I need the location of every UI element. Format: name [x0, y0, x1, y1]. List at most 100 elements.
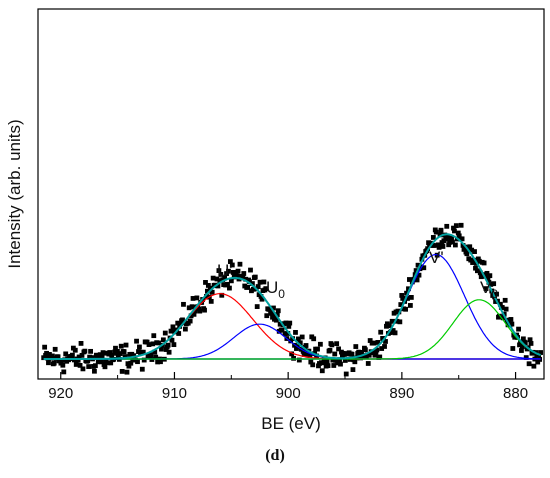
data-point: [243, 276, 249, 282]
data-point: [487, 273, 493, 279]
data-point: [469, 247, 475, 253]
data-point: [205, 288, 210, 294]
x-tick-label-880: 880: [503, 385, 528, 402]
data-point: [97, 352, 103, 358]
data-point: [159, 346, 164, 352]
data-point: [331, 363, 337, 368]
data-point: [227, 259, 233, 264]
data-point: [282, 331, 288, 336]
data-point: [325, 363, 331, 369]
data-point: [216, 268, 222, 273]
data-point: [359, 350, 364, 355]
data-point: [140, 349, 146, 355]
data-point: [502, 297, 508, 303]
data-point: [208, 298, 214, 304]
data-point: [378, 329, 384, 335]
data-point: [92, 368, 97, 374]
data-point: [491, 281, 497, 287]
data-point: [519, 348, 524, 353]
data-point: [488, 282, 494, 287]
data-point: [431, 243, 437, 248]
data-point: [452, 242, 458, 248]
data-point: [146, 342, 152, 347]
data-point: [85, 358, 91, 364]
data-point: [152, 349, 158, 355]
data-point: [215, 283, 221, 289]
data-point: [350, 367, 356, 373]
data-point: [217, 278, 223, 284]
annotation-v0: V0: [480, 278, 498, 301]
data-point: [374, 347, 380, 353]
data-point: [379, 346, 385, 351]
plot-frame: [37, 8, 545, 380]
data-point: [415, 262, 421, 268]
data-point: [535, 359, 541, 365]
data-point: [169, 337, 175, 343]
data-point: [252, 274, 258, 280]
data-point: [307, 353, 313, 358]
data-point: [367, 338, 373, 343]
data-point: [273, 317, 279, 323]
x-tick-label-910: 910: [162, 385, 187, 402]
data-point: [510, 346, 516, 351]
data-point: [301, 352, 307, 357]
data-point: [258, 294, 264, 299]
y-axis-label: Intensity (arb. units): [5, 119, 24, 268]
data-point: [295, 336, 301, 342]
data-point: [365, 361, 371, 366]
data-point: [485, 276, 491, 281]
data-point: [166, 349, 172, 355]
data-point: [168, 328, 174, 334]
data-point: [330, 357, 336, 363]
data-point: [464, 251, 470, 257]
data-point: [75, 357, 81, 363]
data-point: [452, 228, 457, 234]
data-point: [218, 272, 224, 277]
data-point: [371, 340, 377, 346]
data-point: [453, 223, 459, 229]
data-point: [88, 348, 93, 354]
data-point: [421, 265, 427, 271]
data-point: [397, 319, 403, 325]
data-point: [458, 222, 464, 228]
data-point: [137, 344, 142, 350]
data-point: [324, 359, 330, 365]
data-point: [241, 271, 247, 276]
data-point: [499, 305, 505, 310]
data-point: [320, 360, 326, 366]
data-point: [522, 340, 528, 346]
data-point: [178, 321, 183, 327]
data-point: [47, 352, 52, 357]
data-point: [481, 260, 487, 266]
data-point: [255, 284, 261, 289]
data-point: [382, 344, 387, 349]
data-point: [225, 281, 230, 287]
annotation-u0-main: U: [266, 278, 278, 297]
data-point: [99, 354, 105, 360]
data-point: [189, 304, 195, 310]
data-point: [476, 258, 482, 264]
data-point: [105, 360, 111, 366]
data-point: [383, 339, 388, 344]
data-point: [299, 334, 305, 340]
data-point: [76, 354, 82, 360]
data-point: [100, 350, 106, 356]
data-point: [125, 361, 131, 367]
data-point: [303, 343, 309, 348]
data-point: [275, 308, 281, 314]
data-point: [170, 324, 176, 330]
data-point: [119, 369, 125, 374]
data-point: [102, 364, 108, 370]
data-point: [293, 330, 298, 335]
data-point: [131, 353, 137, 359]
data-point: [468, 257, 474, 263]
data-point: [407, 303, 413, 308]
data-point: [108, 360, 114, 366]
data-point: [210, 275, 216, 281]
data-point: [286, 323, 292, 329]
data-point: [52, 346, 58, 352]
data-point: [95, 359, 101, 365]
data-point: [77, 362, 83, 368]
data-point: [202, 307, 207, 313]
